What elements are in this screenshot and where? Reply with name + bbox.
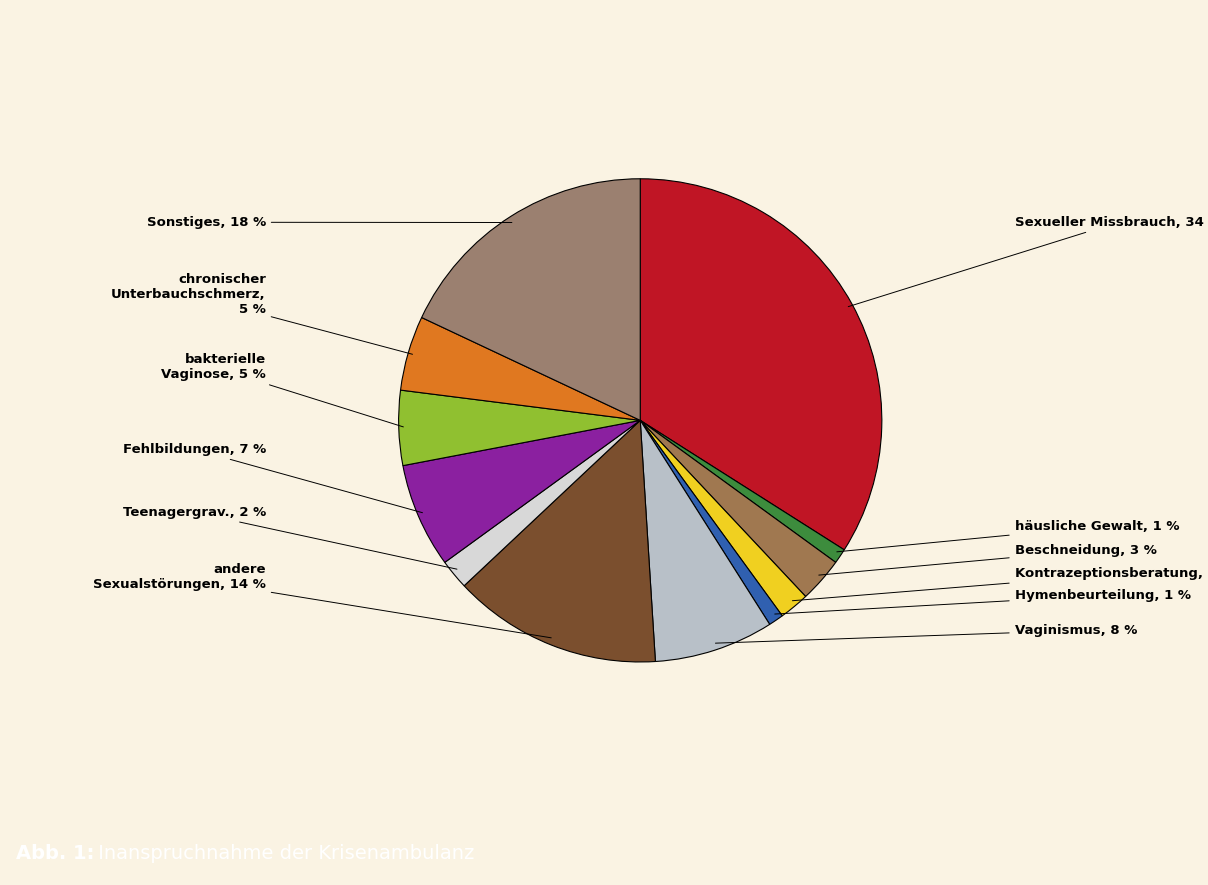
Text: andere
Sexualstörungen, 14 %: andere Sexualstörungen, 14 % (93, 564, 551, 638)
Wedge shape (640, 420, 844, 562)
Wedge shape (640, 420, 806, 616)
Text: bakterielle
Vaginose, 5 %: bakterielle Vaginose, 5 % (161, 353, 403, 427)
Text: Beschneidung, 3 %: Beschneidung, 3 % (819, 544, 1156, 575)
Text: chronischer
Unterbauchschmerz,
5 %: chronischer Unterbauchschmerz, 5 % (111, 273, 412, 354)
Text: Hymenbeurteilung, 1 %: Hymenbeurteilung, 1 % (774, 589, 1191, 614)
Text: häusliche Gewalt, 1 %: häusliche Gewalt, 1 % (837, 520, 1179, 552)
Wedge shape (403, 420, 640, 562)
Wedge shape (399, 390, 640, 466)
Text: Kontrazeptionsberatung, 2 %: Kontrazeptionsberatung, 2 % (792, 567, 1208, 601)
Wedge shape (640, 420, 783, 624)
Wedge shape (445, 420, 640, 586)
Text: Inanspruchnahme der Krisenambulanz: Inanspruchnahme der Krisenambulanz (92, 843, 475, 863)
Wedge shape (640, 420, 836, 596)
Wedge shape (401, 318, 640, 420)
Text: Sexueller Missbrauch, 34 %: Sexueller Missbrauch, 34 % (848, 216, 1208, 306)
Wedge shape (422, 179, 640, 420)
Text: Abb. 1:: Abb. 1: (16, 843, 94, 863)
Wedge shape (640, 179, 882, 550)
Wedge shape (640, 420, 769, 661)
Wedge shape (464, 420, 656, 662)
Text: Teenagergrav., 2 %: Teenagergrav., 2 % (122, 505, 457, 569)
Text: Vaginismus, 8 %: Vaginismus, 8 % (715, 624, 1137, 643)
Text: Sonstiges, 18 %: Sonstiges, 18 % (146, 216, 512, 228)
Text: Fehlbildungen, 7 %: Fehlbildungen, 7 % (122, 442, 423, 512)
